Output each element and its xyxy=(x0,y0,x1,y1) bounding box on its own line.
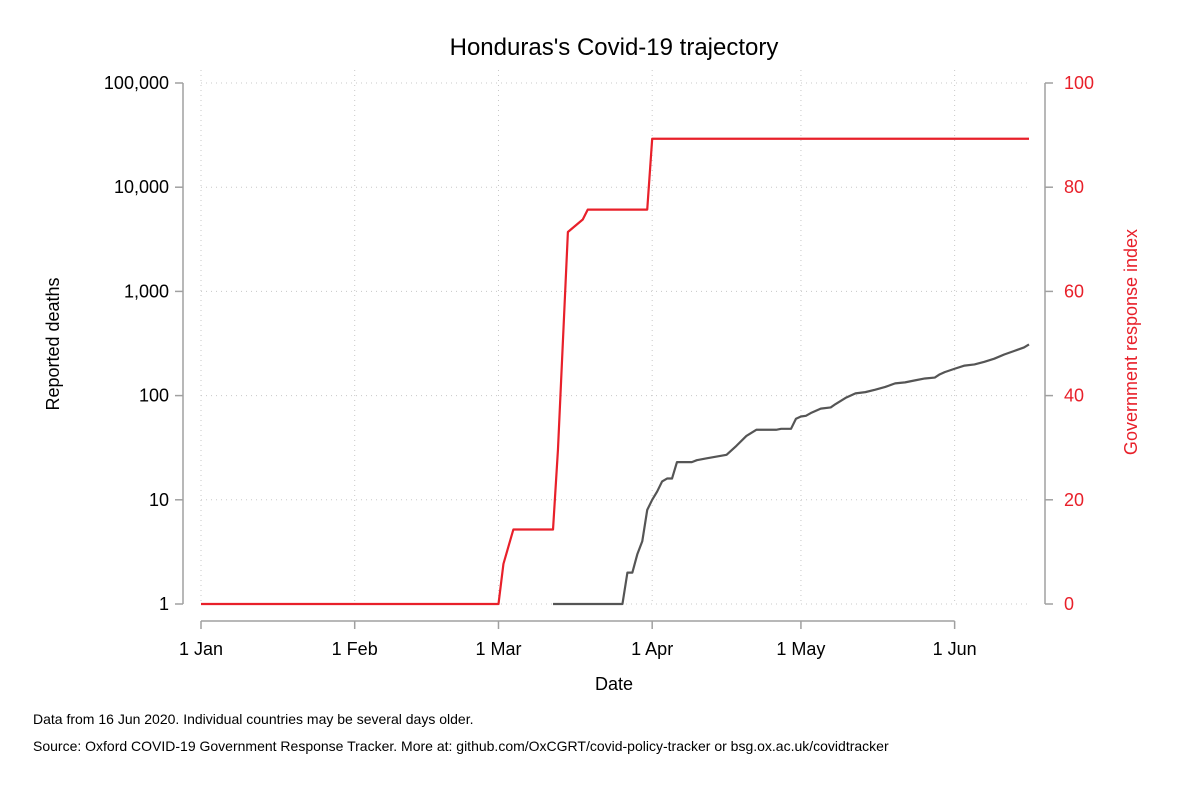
left-tick-label: 100,000 xyxy=(104,73,169,93)
series-line-government-response-index xyxy=(201,137,1029,606)
x-axis-label: Date xyxy=(595,674,633,694)
series-layer xyxy=(201,137,1030,606)
left-tick-label: 10 xyxy=(149,490,169,510)
right-tick-label: 100 xyxy=(1064,73,1094,93)
x-tick-label: 1 Mar xyxy=(475,639,521,659)
chart-svg: 1 10 100 1,000 10,000 100,000 0 20 40 60 80 100 1 Ja… xyxy=(43,34,1141,694)
right-tick-label: 0 xyxy=(1064,594,1074,614)
grid-layer xyxy=(200,70,1029,605)
right-tick-label: 80 xyxy=(1064,177,1084,197)
right-tick-label: 20 xyxy=(1064,490,1084,510)
x-tick-label: 1 Apr xyxy=(631,639,673,659)
left-tick-label: 100 xyxy=(139,386,169,406)
footnote-source: Source: Oxford COVID-19 Government Respo… xyxy=(33,738,889,754)
series-line-reported-deaths xyxy=(553,343,1030,606)
left-tick-label: 1 xyxy=(159,594,169,614)
y-axis-label-right: Government response index xyxy=(1121,229,1141,455)
x-tick-label: 1 May xyxy=(776,639,825,659)
footnote-data-date: Data from 16 Jun 2020. Individual countr… xyxy=(33,711,474,727)
left-tick-label: 1,000 xyxy=(124,281,169,301)
chart-title: Honduras's Covid-19 trajectory xyxy=(450,34,779,61)
y-axis-label-left: Reported deaths xyxy=(43,277,63,410)
x-tick-label: 1 Jun xyxy=(933,639,977,659)
x-tick-label: 1 Jan xyxy=(179,639,223,659)
right-tick-label: 60 xyxy=(1064,281,1084,301)
left-tick-label: 10,000 xyxy=(114,177,169,197)
x-tick-label: 1 Feb xyxy=(332,639,378,659)
axes-layer: 1 10 100 1,000 10,000 100,000 0 20 40 60 80 100 1 Ja… xyxy=(104,73,1094,659)
right-tick-label: 40 xyxy=(1064,386,1084,406)
